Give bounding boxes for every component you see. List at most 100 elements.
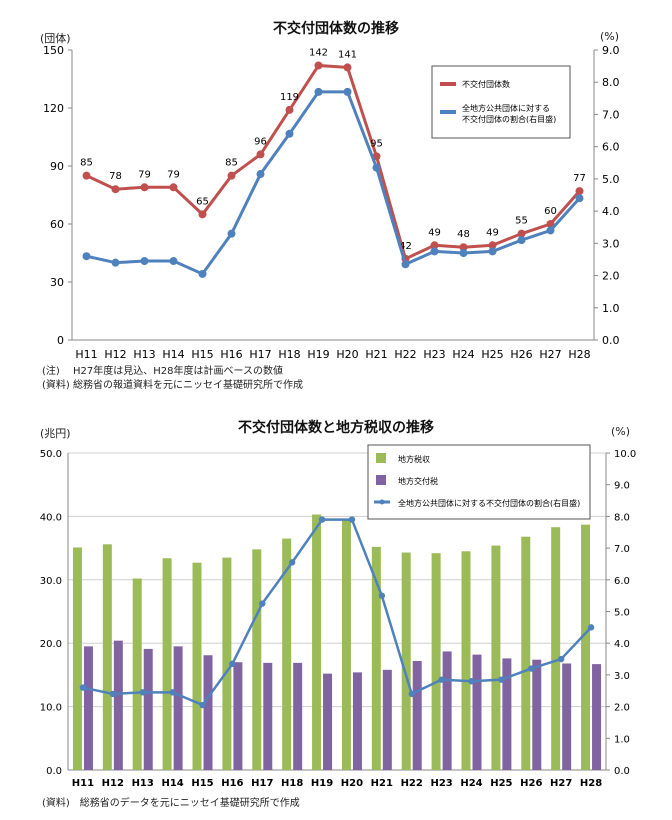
bar-allocation-tax xyxy=(83,646,93,770)
left-tick-label: 90 xyxy=(50,160,64,173)
right-tick-label: 7.0 xyxy=(602,108,620,121)
x-tick-label: H12 xyxy=(104,348,126,361)
series-1-point xyxy=(575,187,584,196)
bar-allocation-tax xyxy=(263,662,273,770)
right-tick-label: 7.0 xyxy=(614,544,630,555)
chart-2-source: (資料) 総務省のデータを元にニッセイ基礎研究所で作成 xyxy=(42,798,300,809)
data-label: 96 xyxy=(254,136,267,147)
data-label: 65 xyxy=(196,196,209,207)
x-tick-label: H16 xyxy=(220,348,242,361)
legend-label-1: 地方税収 xyxy=(398,454,430,464)
data-label: 85 xyxy=(225,158,238,169)
bar-allocation-tax xyxy=(472,654,482,770)
chart-1-note: (注) H27年度は見込、H28年度は計画ベースの数値 xyxy=(42,366,283,377)
left-tick-label: 150 xyxy=(43,44,64,57)
x-tick-label: H23 xyxy=(423,348,445,361)
series-2-line xyxy=(86,90,581,276)
x-tick-label: H20 xyxy=(336,348,358,361)
legend-label-2: 地方交付税 xyxy=(398,476,438,486)
series-2-point xyxy=(82,252,91,261)
ratio-line xyxy=(82,518,592,707)
data-label: 95 xyxy=(370,138,383,149)
x-tick-label: H15 xyxy=(191,778,213,789)
bar-allocation-tax xyxy=(502,658,512,770)
chart-1-left-unit: (団体) xyxy=(40,32,71,45)
bar-allocation-tax xyxy=(562,663,572,770)
bar-tax-revenue xyxy=(401,552,411,770)
ratio-point xyxy=(587,624,595,631)
right-tick-label: 4.0 xyxy=(602,205,620,218)
bar-tax-revenue xyxy=(371,546,381,770)
ratio-point xyxy=(199,701,206,709)
ratio-point xyxy=(79,684,87,691)
series-1-point xyxy=(111,185,120,194)
x-tick-label: H11 xyxy=(72,778,94,789)
left-tick-label: 30.0 xyxy=(40,576,62,587)
x-tick-label: H14 xyxy=(161,778,183,789)
x-tick-label: H26 xyxy=(520,778,542,789)
x-tick-label: H28 xyxy=(580,778,602,789)
series-1-point xyxy=(285,105,294,114)
bar-tax-revenue xyxy=(222,557,232,770)
x-tick-label: H18 xyxy=(278,348,300,361)
left-tick-label: 20.0 xyxy=(40,639,62,650)
chart-1-plot: 0 30 60 90 120 150 0.0 1.0 2.0 3.0 4.0 5.0 6.0 7.0 8.0… xyxy=(43,44,620,361)
ratio-point xyxy=(498,676,505,683)
right-tick-label: 6.0 xyxy=(602,141,620,154)
right-tick-label: 0.0 xyxy=(614,766,630,777)
chart-1-title: 不交付団体数の推移 xyxy=(273,21,399,37)
ratio-point xyxy=(378,592,386,599)
series-2-point xyxy=(372,163,381,172)
bar-tax-revenue xyxy=(312,514,322,770)
bar-tax-revenue xyxy=(162,558,172,770)
bar-allocation-tax xyxy=(293,662,303,770)
legend-label-2: 全地方公共団体に対する xyxy=(462,103,550,113)
data-label: 79 xyxy=(167,169,180,180)
ratio-point xyxy=(348,516,356,523)
chart-2-right-unit: (%) xyxy=(611,425,631,438)
ratio-point xyxy=(318,516,326,523)
legend-swatch-1 xyxy=(376,453,386,463)
bar-allocation-tax xyxy=(233,662,243,770)
bar-allocation-tax xyxy=(592,664,602,770)
x-tick-label: H25 xyxy=(490,778,512,789)
data-label: 42 xyxy=(399,241,412,252)
data-label: 49 xyxy=(486,227,499,238)
series-1-point xyxy=(314,61,323,70)
x-tick-label: H15 xyxy=(191,348,213,361)
series-1-point xyxy=(488,241,497,250)
x-tick-label: H21 xyxy=(365,348,387,361)
x-tick-label: H16 xyxy=(221,778,243,789)
data-label: 49 xyxy=(428,227,441,238)
series-2-point xyxy=(169,257,178,266)
left-tick-label: 120 xyxy=(43,102,64,115)
x-tick-label: H12 xyxy=(102,778,124,789)
series-2-point xyxy=(256,170,265,179)
data-label: 77 xyxy=(573,173,586,184)
right-tick-label: 8.0 xyxy=(614,512,630,523)
x-tick-label: H21 xyxy=(371,778,393,789)
series-1-point xyxy=(140,183,149,192)
left-tick-label: 60 xyxy=(50,218,64,231)
right-tick-label: 3.0 xyxy=(602,237,620,250)
bar-allocation-tax xyxy=(173,646,183,770)
series-1-point xyxy=(169,183,178,192)
chart-2-title: 不交付団体数と地方税収の推移 xyxy=(238,420,434,436)
ratio-point xyxy=(528,665,535,672)
series-2-point xyxy=(517,236,526,245)
data-label: 48 xyxy=(457,229,470,240)
bar-allocation-tax xyxy=(203,655,213,770)
x-tick-label: H22 xyxy=(401,778,423,789)
series-2-point xyxy=(314,87,323,96)
legend-label-1: 不交付団体数 xyxy=(462,79,510,89)
series-2-point xyxy=(111,258,120,267)
series-2-point xyxy=(285,129,294,138)
right-tick-label: 1.0 xyxy=(602,302,620,315)
right-tick-label: 6.0 xyxy=(614,576,630,587)
data-label: 60 xyxy=(544,206,557,217)
chart-2-left-unit: (兆円) xyxy=(40,427,71,440)
series-1-point xyxy=(227,171,236,180)
left-tick-label: 10.0 xyxy=(40,703,62,714)
series-2-point xyxy=(546,226,555,235)
bar-allocation-tax xyxy=(412,660,422,770)
